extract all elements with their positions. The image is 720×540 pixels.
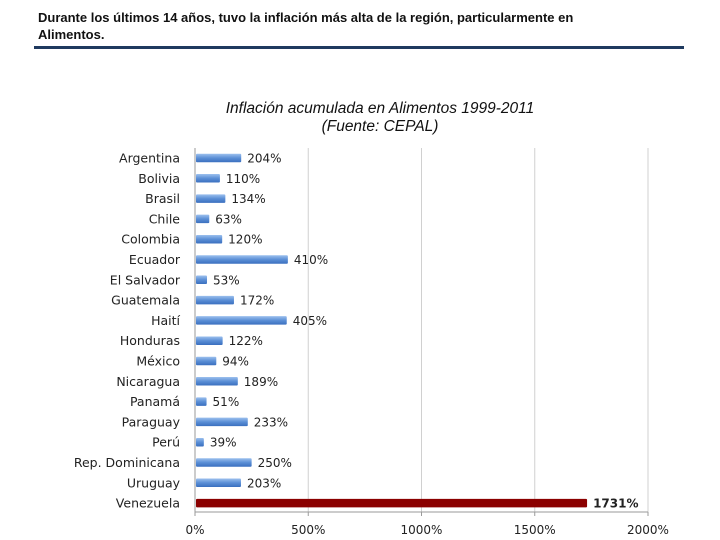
category-label: Paraguay	[122, 414, 181, 429]
value-label: 53%	[213, 273, 240, 287]
category-label: Rep. Dominicana	[74, 455, 180, 470]
value-label: 410%	[294, 253, 328, 267]
headline: Durante los últimos 14 años, tuvo la inf…	[38, 9, 658, 43]
value-label: 39%	[210, 436, 237, 450]
value-label: 134%	[231, 192, 265, 206]
headline-line-1: Durante los últimos 14 años, tuvo la inf…	[38, 10, 574, 25]
value-label: 51%	[213, 395, 240, 409]
category-label: Guatemala	[111, 293, 180, 308]
value-label: 1731%	[593, 497, 638, 511]
value-label: 63%	[215, 212, 242, 226]
bar	[196, 153, 242, 163]
bar	[196, 336, 223, 345]
bar	[196, 214, 210, 224]
value-label: 204%	[247, 152, 281, 166]
value-label: 233%	[254, 415, 288, 429]
bar	[196, 498, 588, 508]
x-tick-label: 2000%	[627, 523, 669, 537]
x-tick-label: 1000%	[401, 523, 443, 537]
chart-title: Inflación acumulada en Alimentos 1999-20…	[225, 100, 535, 117]
category-label: Venezuela	[116, 496, 180, 511]
bar	[196, 356, 217, 366]
category-label: Panamá	[130, 394, 180, 409]
bar	[196, 397, 207, 406]
category-label: México	[136, 354, 180, 369]
value-label: 110%	[226, 172, 260, 186]
bar	[196, 377, 238, 386]
category-label: Perú	[152, 435, 180, 450]
headline-line-2: Alimentos.	[38, 27, 105, 42]
bar	[196, 194, 226, 203]
category-label: Bolivia	[138, 171, 180, 186]
bar	[196, 437, 204, 447]
bar	[196, 255, 288, 264]
value-label: 250%	[258, 456, 292, 470]
bar	[196, 234, 223, 244]
bar	[196, 295, 234, 305]
bar	[196, 458, 252, 467]
category-label: Chile	[149, 211, 181, 226]
bar	[196, 174, 220, 183]
value-label: 203%	[247, 476, 281, 490]
value-label: 405%	[293, 314, 327, 328]
x-tick-label: 0%	[185, 523, 204, 537]
x-tick-label: 1500%	[514, 523, 556, 537]
bar	[196, 417, 248, 427]
category-label: Brasil	[145, 191, 180, 206]
category-label: Colombia	[121, 232, 180, 247]
value-label: 122%	[229, 334, 263, 348]
chart-subtitle: (Fuente: CEPAL)	[321, 118, 439, 135]
value-label: 120%	[228, 233, 262, 247]
value-label: 189%	[244, 375, 278, 389]
category-label: El Salvador	[110, 272, 181, 287]
header-divider	[34, 46, 684, 49]
x-tick-label: 500%	[291, 523, 325, 537]
chart-title-block: Inflación acumulada en Alimentos 1999-20…	[180, 100, 580, 136]
bar	[196, 478, 241, 488]
value-label: 172%	[240, 294, 274, 308]
bar	[196, 316, 287, 325]
bar	[196, 275, 208, 285]
category-label: Haití	[151, 313, 180, 328]
category-label: Honduras	[120, 333, 180, 348]
value-label: 94%	[222, 355, 249, 369]
category-label: Uruguay	[127, 475, 181, 490]
category-label: Nicaragua	[116, 374, 180, 389]
category-label: Argentina	[119, 151, 180, 166]
category-label: Ecuador	[129, 252, 181, 267]
